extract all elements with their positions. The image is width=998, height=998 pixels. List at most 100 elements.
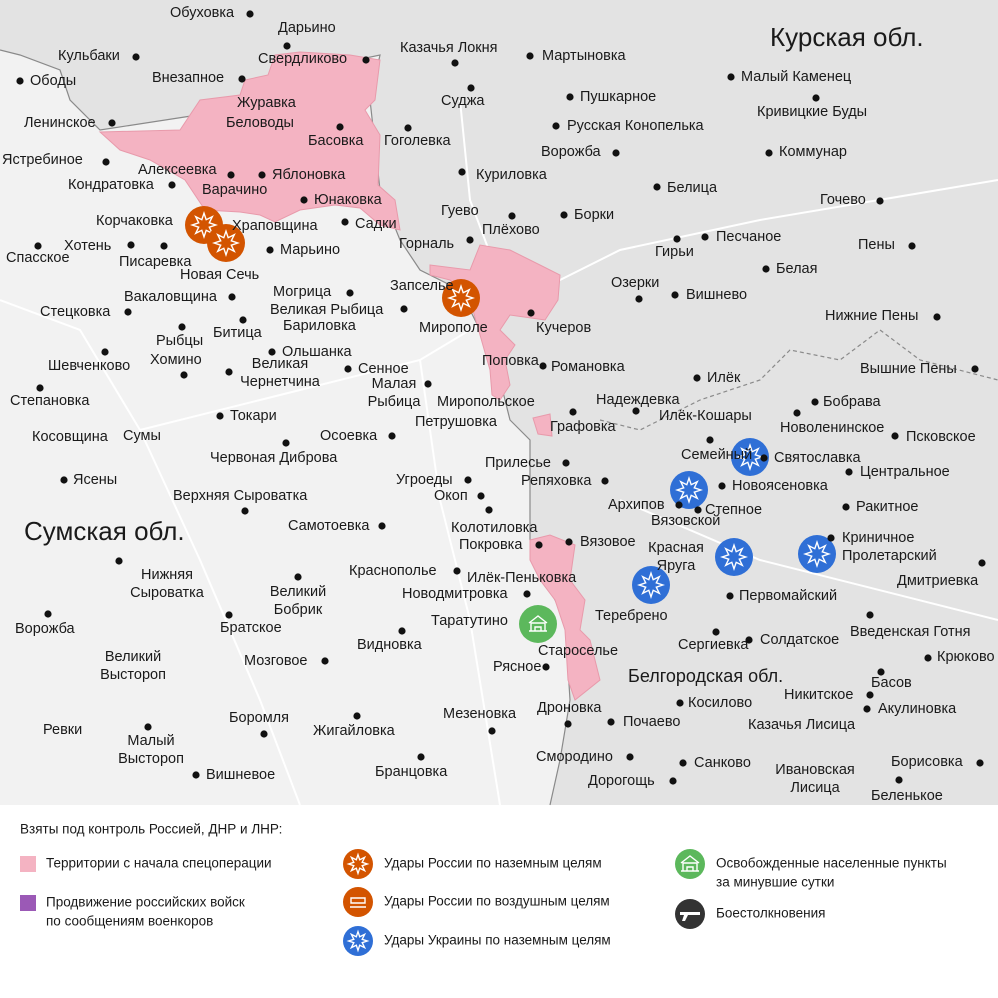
place-label: Писаревка [119, 254, 192, 270]
place-label: Кондратовка [68, 177, 155, 193]
icon-burst [803, 540, 831, 568]
place-label: Верхняя Сыроватка [173, 488, 308, 504]
place-label: Храповщина [232, 218, 318, 234]
place-label: Гочево [820, 192, 866, 208]
place-dot [542, 663, 550, 671]
place-label: Ворожба [541, 144, 602, 160]
place-label: Шевченково [48, 358, 130, 374]
place-label: Яблоновка [272, 167, 346, 183]
place-label: Новая Сечь [180, 267, 259, 283]
place-label: Казачья Лисица [748, 717, 856, 733]
place-dot [228, 293, 236, 301]
place-dot [124, 308, 132, 316]
place-label: Малый [127, 733, 174, 749]
icon-gun [680, 912, 700, 921]
place-label: Стецковка [40, 304, 111, 320]
place-label: Сумы [123, 428, 161, 444]
place-label: Самотоевка [288, 518, 370, 534]
place-label: Таратутино [431, 613, 508, 629]
place-dot [612, 149, 620, 157]
place-label: Спасское [6, 250, 70, 266]
place-dot [241, 507, 249, 515]
place-label: Рыбица [368, 394, 422, 410]
place-label: Дарьино [278, 20, 336, 36]
place-dot [535, 541, 543, 549]
place-dot [876, 197, 884, 205]
place-label: Степное [705, 502, 762, 518]
place-label: Крюково [937, 649, 995, 665]
place-label: Садки [355, 216, 397, 232]
place-label: Графовка [550, 419, 617, 435]
place-dot [877, 668, 885, 676]
place-dot [526, 52, 534, 60]
place-label: Илёк-Кошары [659, 408, 752, 424]
place-label: Теребрено [595, 608, 668, 624]
place-label: Видновка [357, 637, 423, 653]
place-dot [569, 408, 577, 416]
place-dot [344, 365, 352, 373]
place-label: Дроновка [537, 700, 602, 716]
place-label: Беловоды [226, 115, 294, 131]
place-dot [266, 246, 274, 254]
place-label: Ободы [30, 73, 76, 89]
place-label: Ревки [43, 722, 82, 738]
place-label: Сергиевка [678, 637, 749, 653]
place-dot [227, 171, 235, 179]
place-label: Суджа [441, 93, 485, 109]
place-label: Новодмитровка [402, 586, 508, 602]
place-label: Внезапное [152, 70, 224, 86]
place-dot [353, 712, 361, 720]
place-label: Репяховка [521, 473, 592, 489]
place-label: Косовщина [32, 429, 109, 445]
oblast-border [599, 329, 998, 431]
place-dot [192, 771, 200, 779]
russia-area [0, 0, 998, 805]
place-label: Алексеевка [138, 162, 217, 178]
place-label: Кульбаки [58, 48, 120, 64]
place-dot [976, 759, 984, 767]
place-label: Горналь [399, 236, 454, 252]
place-dot [671, 291, 679, 299]
place-label: Нижние Пены [825, 308, 918, 324]
place-label: Борки [574, 207, 614, 223]
place-label: Плёхово [482, 222, 540, 238]
place-dot [144, 723, 152, 731]
legend: Взяты под контроль Россией, ДНР и ЛНР: Те… [20, 822, 947, 956]
place-label: Мартыновка [542, 48, 627, 64]
area-south [529, 534, 601, 701]
place-dot [694, 506, 702, 514]
legend-label: Территории с начала спецоперации [46, 856, 272, 871]
place-dot [404, 124, 412, 132]
place-label: Романовка [551, 359, 626, 375]
icon-burst [736, 443, 764, 471]
place-dot [216, 412, 224, 420]
place-dot [908, 242, 916, 250]
place-label: Надеждевка [596, 392, 680, 408]
icon-house [680, 855, 700, 872]
place-dot [260, 730, 268, 738]
place-dot [842, 503, 850, 511]
place-label: Русская Конопелька [567, 118, 705, 134]
legend-label: за минувшие сутки [716, 875, 834, 890]
place-label: Вишневое [206, 767, 275, 783]
place-label: Семейный [681, 447, 752, 463]
icon-plane [350, 897, 366, 908]
place-label: Псковское [906, 429, 976, 445]
place-dot [225, 368, 233, 376]
area-small [532, 413, 553, 437]
place-dot [673, 235, 681, 243]
place-dot [485, 506, 493, 514]
place-label: Новоленинское [780, 420, 884, 436]
place-label: Окоп [434, 488, 468, 504]
place-label: Кучеров [536, 320, 591, 336]
place-label: Великий [270, 584, 326, 600]
place-label: Степановка [10, 393, 90, 409]
place-label: Марьино [280, 242, 340, 258]
place-label: Червоная Диброва [210, 450, 338, 466]
place-dot [283, 42, 291, 50]
place-dot [607, 718, 615, 726]
place-dot [866, 691, 874, 699]
place-label: Староселье [538, 643, 618, 659]
place-dot [632, 407, 640, 415]
place-dot [765, 149, 773, 157]
